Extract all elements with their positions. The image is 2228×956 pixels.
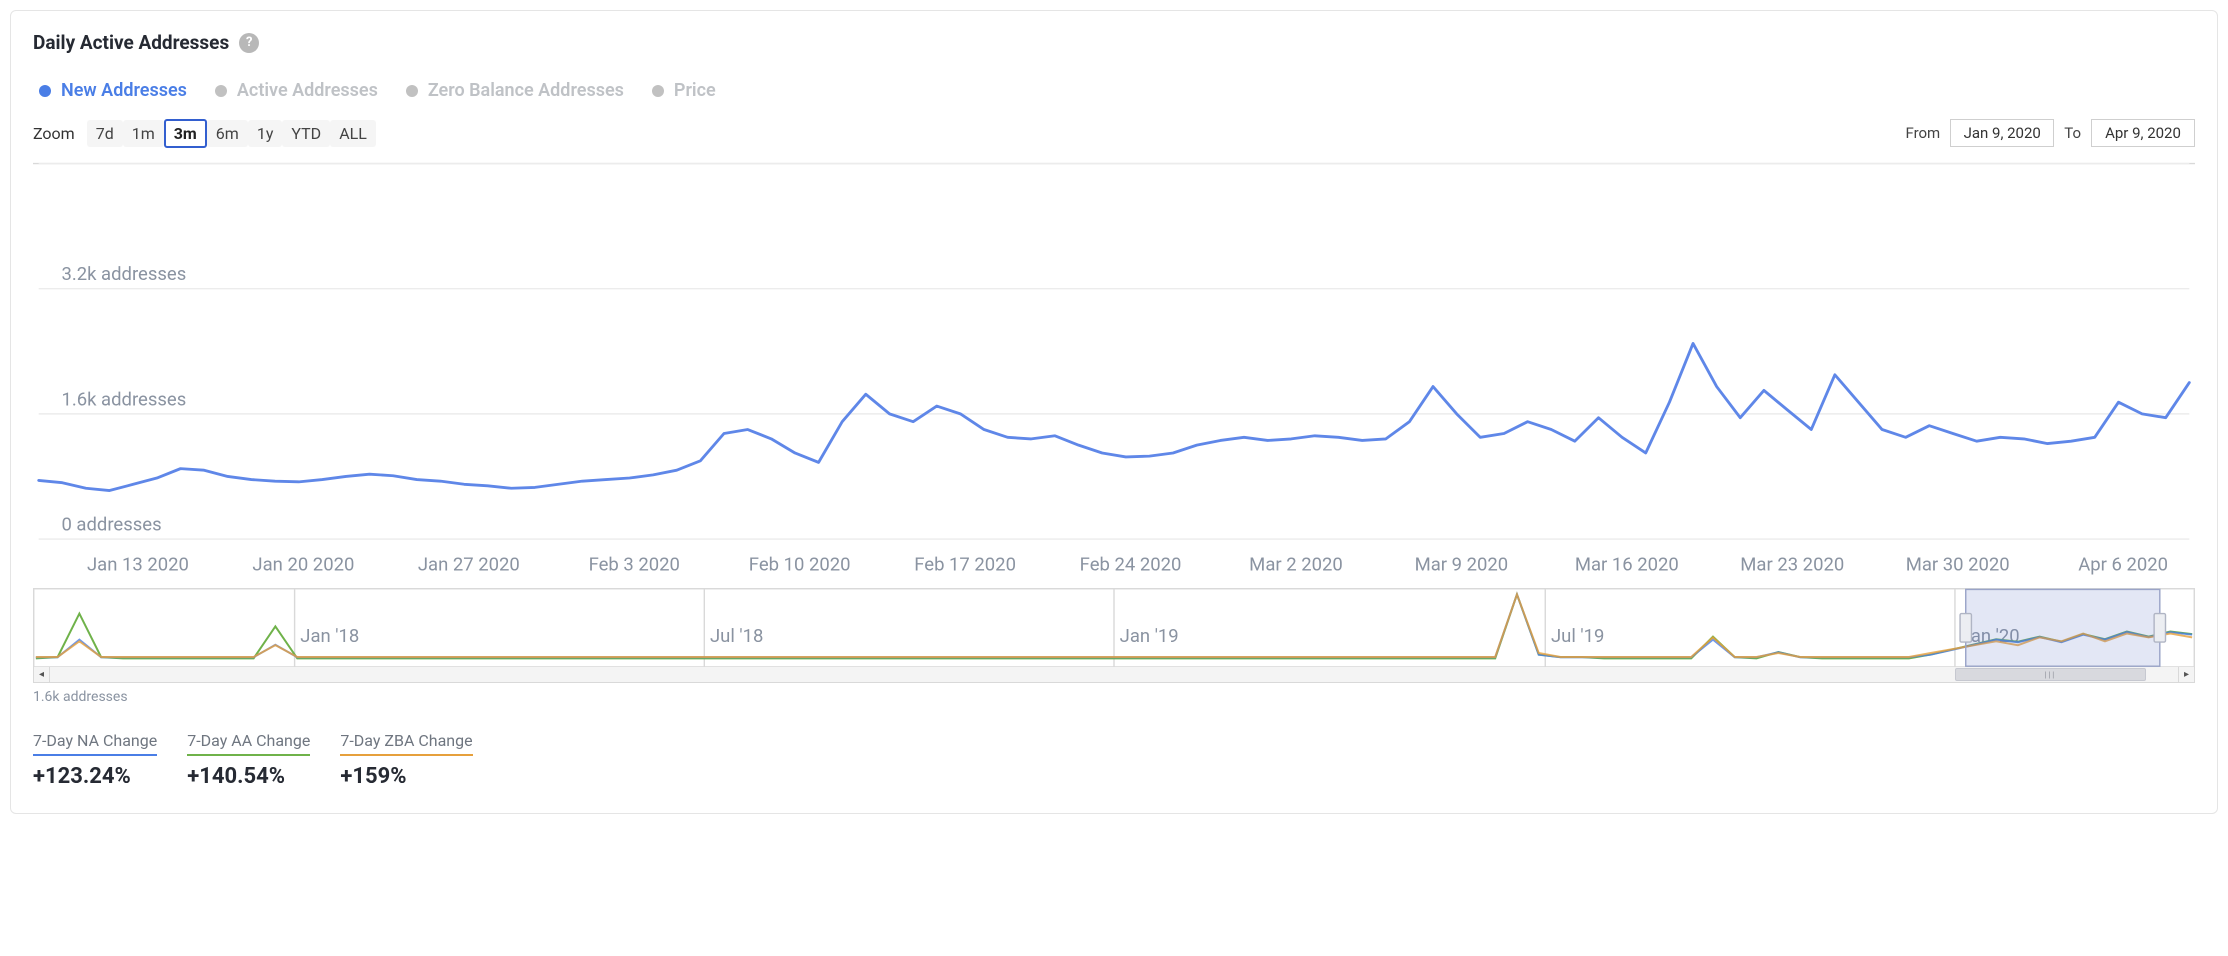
- legend-item-2[interactable]: Zero Balance Addresses: [406, 80, 624, 101]
- controls-row: Zoom 7d1m3m6m1yYTDALL From Jan 9, 2020 T…: [33, 119, 2195, 147]
- stat-label: 7-Day ZBA Change: [340, 731, 472, 756]
- date-range: From Jan 9, 2020 To Apr 9, 2020: [1905, 119, 2195, 147]
- svg-text:4.8k addresses: 4.8k addresses: [61, 155, 186, 160]
- legend-item-1[interactable]: Active Addresses: [215, 80, 378, 101]
- svg-text:1.6k addresses: 1.6k addresses: [61, 388, 186, 410]
- legend-label: New Addresses: [61, 80, 187, 101]
- legend: New Addresses Active Addresses Zero Balanc…: [33, 80, 2195, 101]
- scroll-track[interactable]: [50, 667, 2178, 682]
- legend-dot-icon: [652, 85, 664, 97]
- svg-text:Feb 17 2020: Feb 17 2020: [914, 553, 1016, 575]
- svg-text:Jul '18: Jul '18: [710, 625, 763, 647]
- legend-dot-icon: [215, 85, 227, 97]
- legend-item-3[interactable]: Price: [652, 80, 716, 101]
- chart-card: Daily Active Addresses ? New Addresses Ac…: [10, 10, 2218, 814]
- svg-text:Feb 3 2020: Feb 3 2020: [589, 553, 680, 575]
- help-icon[interactable]: ?: [239, 33, 259, 53]
- scroll-thumb[interactable]: [1955, 668, 2147, 681]
- svg-text:0 addresses: 0 addresses: [61, 513, 161, 535]
- scroll-left-button[interactable]: ◂: [34, 667, 50, 682]
- stat-label: 7-Day AA Change: [187, 731, 310, 756]
- from-date-input[interactable]: Jan 9, 2020: [1950, 119, 2054, 147]
- scroll-right-button[interactable]: ▸: [2178, 667, 2194, 682]
- svg-text:Jan 20 2020: Jan 20 2020: [252, 553, 354, 575]
- stat-2: 7-Day ZBA Change +159%: [340, 731, 472, 789]
- zoom-6m[interactable]: 6m: [207, 120, 248, 147]
- svg-text:Mar 16 2020: Mar 16 2020: [1575, 553, 1679, 575]
- main-chart[interactable]: 0 addresses 1.6k addresses 3.2k addresses 4…: [33, 155, 2195, 582]
- svg-text:Jan '18: Jan '18: [300, 625, 359, 647]
- legend-dot-icon: [39, 85, 51, 97]
- svg-text:Jul '19: Jul '19: [1551, 625, 1604, 647]
- legend-label: Active Addresses: [237, 80, 378, 101]
- svg-text:Mar 9 2020: Mar 9 2020: [1415, 553, 1509, 575]
- zoom-label: Zoom: [33, 124, 75, 143]
- svg-text:Apr 6 2020: Apr 6 2020: [2078, 553, 2168, 575]
- stats-row: 7-Day NA Change +123.24% 7-Day AA Change +1…: [33, 731, 2195, 789]
- stat-label: 7-Day NA Change: [33, 731, 157, 756]
- stat-1: 7-Day AA Change +140.54%: [187, 731, 310, 789]
- stat-value: +159%: [340, 764, 472, 789]
- card-title: Daily Active Addresses: [33, 31, 229, 54]
- svg-text:Jan '19: Jan '19: [1120, 625, 1179, 647]
- legend-label: Zero Balance Addresses: [428, 80, 624, 101]
- svg-text:3.2k addresses: 3.2k addresses: [61, 263, 186, 285]
- zoom-1y[interactable]: 1y: [248, 120, 283, 147]
- svg-text:Mar 23 2020: Mar 23 2020: [1740, 553, 1844, 575]
- navigator[interactable]: Jan '18Jul '18Jan '19Jul '19Jan '20 ◂ ▸ …: [33, 588, 2195, 706]
- to-label: To: [2064, 124, 2081, 142]
- svg-text:Jan 13 2020: Jan 13 2020: [87, 553, 189, 575]
- zoom-ALL[interactable]: ALL: [330, 120, 376, 147]
- from-label: From: [1905, 124, 1940, 142]
- svg-text:Feb 10 2020: Feb 10 2020: [749, 553, 851, 575]
- legend-label: Price: [674, 80, 716, 101]
- svg-text:Mar 30 2020: Mar 30 2020: [1906, 553, 2010, 575]
- svg-text:Feb 24 2020: Feb 24 2020: [1080, 553, 1182, 575]
- zoom-YTD[interactable]: YTD: [282, 120, 330, 147]
- zoom-3m[interactable]: 3m: [164, 119, 207, 148]
- stat-value: +123.24%: [33, 764, 157, 789]
- navigator-scrollbar[interactable]: ◂ ▸: [33, 667, 2195, 683]
- zoom-1m[interactable]: 1m: [123, 120, 164, 147]
- navigator-caption: 1.6k addresses: [33, 689, 2195, 705]
- zoom-7d[interactable]: 7d: [87, 120, 123, 147]
- legend-dot-icon: [406, 85, 418, 97]
- stat-value: +140.54%: [187, 764, 310, 789]
- to-date-input[interactable]: Apr 9, 2020: [2091, 119, 2195, 147]
- stat-0: 7-Day NA Change +123.24%: [33, 731, 157, 789]
- svg-text:Jan 27 2020: Jan 27 2020: [418, 553, 520, 575]
- zoom-controls: Zoom 7d1m3m6m1yYTDALL: [33, 124, 376, 143]
- card-header: Daily Active Addresses ?: [33, 31, 2195, 54]
- legend-item-0[interactable]: New Addresses: [39, 80, 187, 101]
- svg-text:Mar 2 2020: Mar 2 2020: [1249, 553, 1343, 575]
